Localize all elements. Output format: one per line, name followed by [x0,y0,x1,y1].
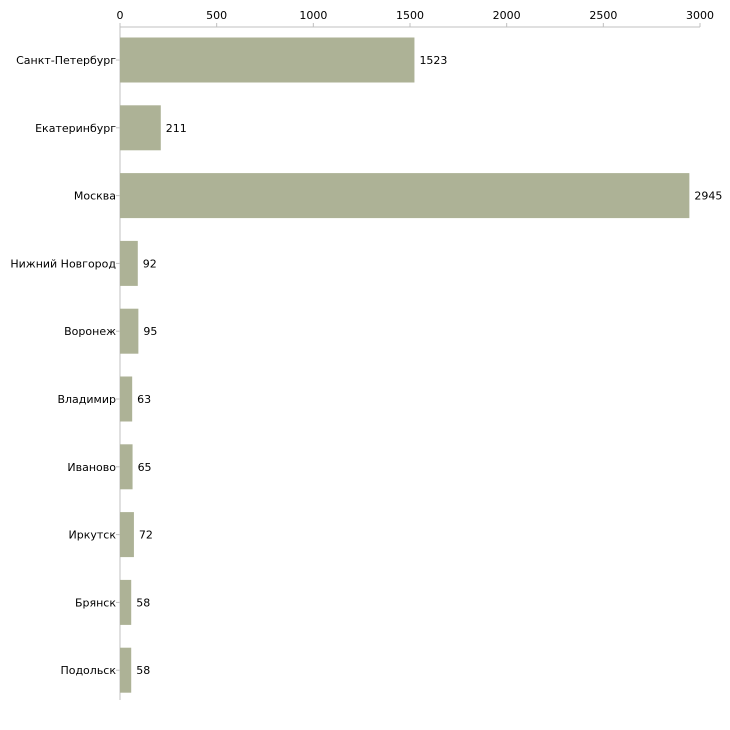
value-label: 95 [143,325,157,338]
x-axis: 0 500 1000 1500 2000 2500 3000 [117,9,714,28]
bar [120,37,415,83]
x-tick-label: 1000 [299,9,327,22]
bar [120,579,132,625]
category-label: Воронеж [64,325,116,338]
x-tick-label: 2500 [589,9,617,22]
bar [120,240,138,286]
bar [120,173,690,219]
x-tick-label: 500 [206,9,227,22]
value-label: 72 [139,529,153,542]
bar [120,512,134,558]
category-label: Брянск [75,596,116,609]
category-label: Нижний Новгород [10,257,116,270]
y-axis: Санкт-Петербург Екатеринбург Москва Нижний … [10,27,121,700]
bar [120,376,133,422]
x-tick-label: 3000 [686,9,714,22]
category-label: Москва [74,190,116,203]
value-label: 58 [136,664,150,677]
category-label: Владимир [57,393,116,406]
category-label: Санкт-Петербург [16,54,116,67]
x-tick-label: 0 [117,9,124,22]
x-tick-label: 2000 [493,9,521,22]
category-label: Подольск [60,664,116,677]
value-label: 2945 [694,190,722,203]
bar [120,105,161,151]
value-label: 1523 [419,54,447,67]
bar [120,647,132,693]
value-label: 92 [143,257,157,270]
value-label: 63 [137,393,151,406]
bar [120,444,133,490]
value-label: 65 [138,461,152,474]
x-tick-label: 1500 [396,9,424,22]
bars-group [120,37,690,693]
category-label: Иркутск [69,529,117,542]
value-label: 58 [136,596,150,609]
category-label: Иваново [67,461,116,474]
bar [120,308,139,354]
category-label: Екатеринбург [35,122,116,135]
value-labels-group: 1523 211 2945 92 95 63 65 72 58 58 [136,54,722,677]
value-label: 211 [166,122,187,135]
